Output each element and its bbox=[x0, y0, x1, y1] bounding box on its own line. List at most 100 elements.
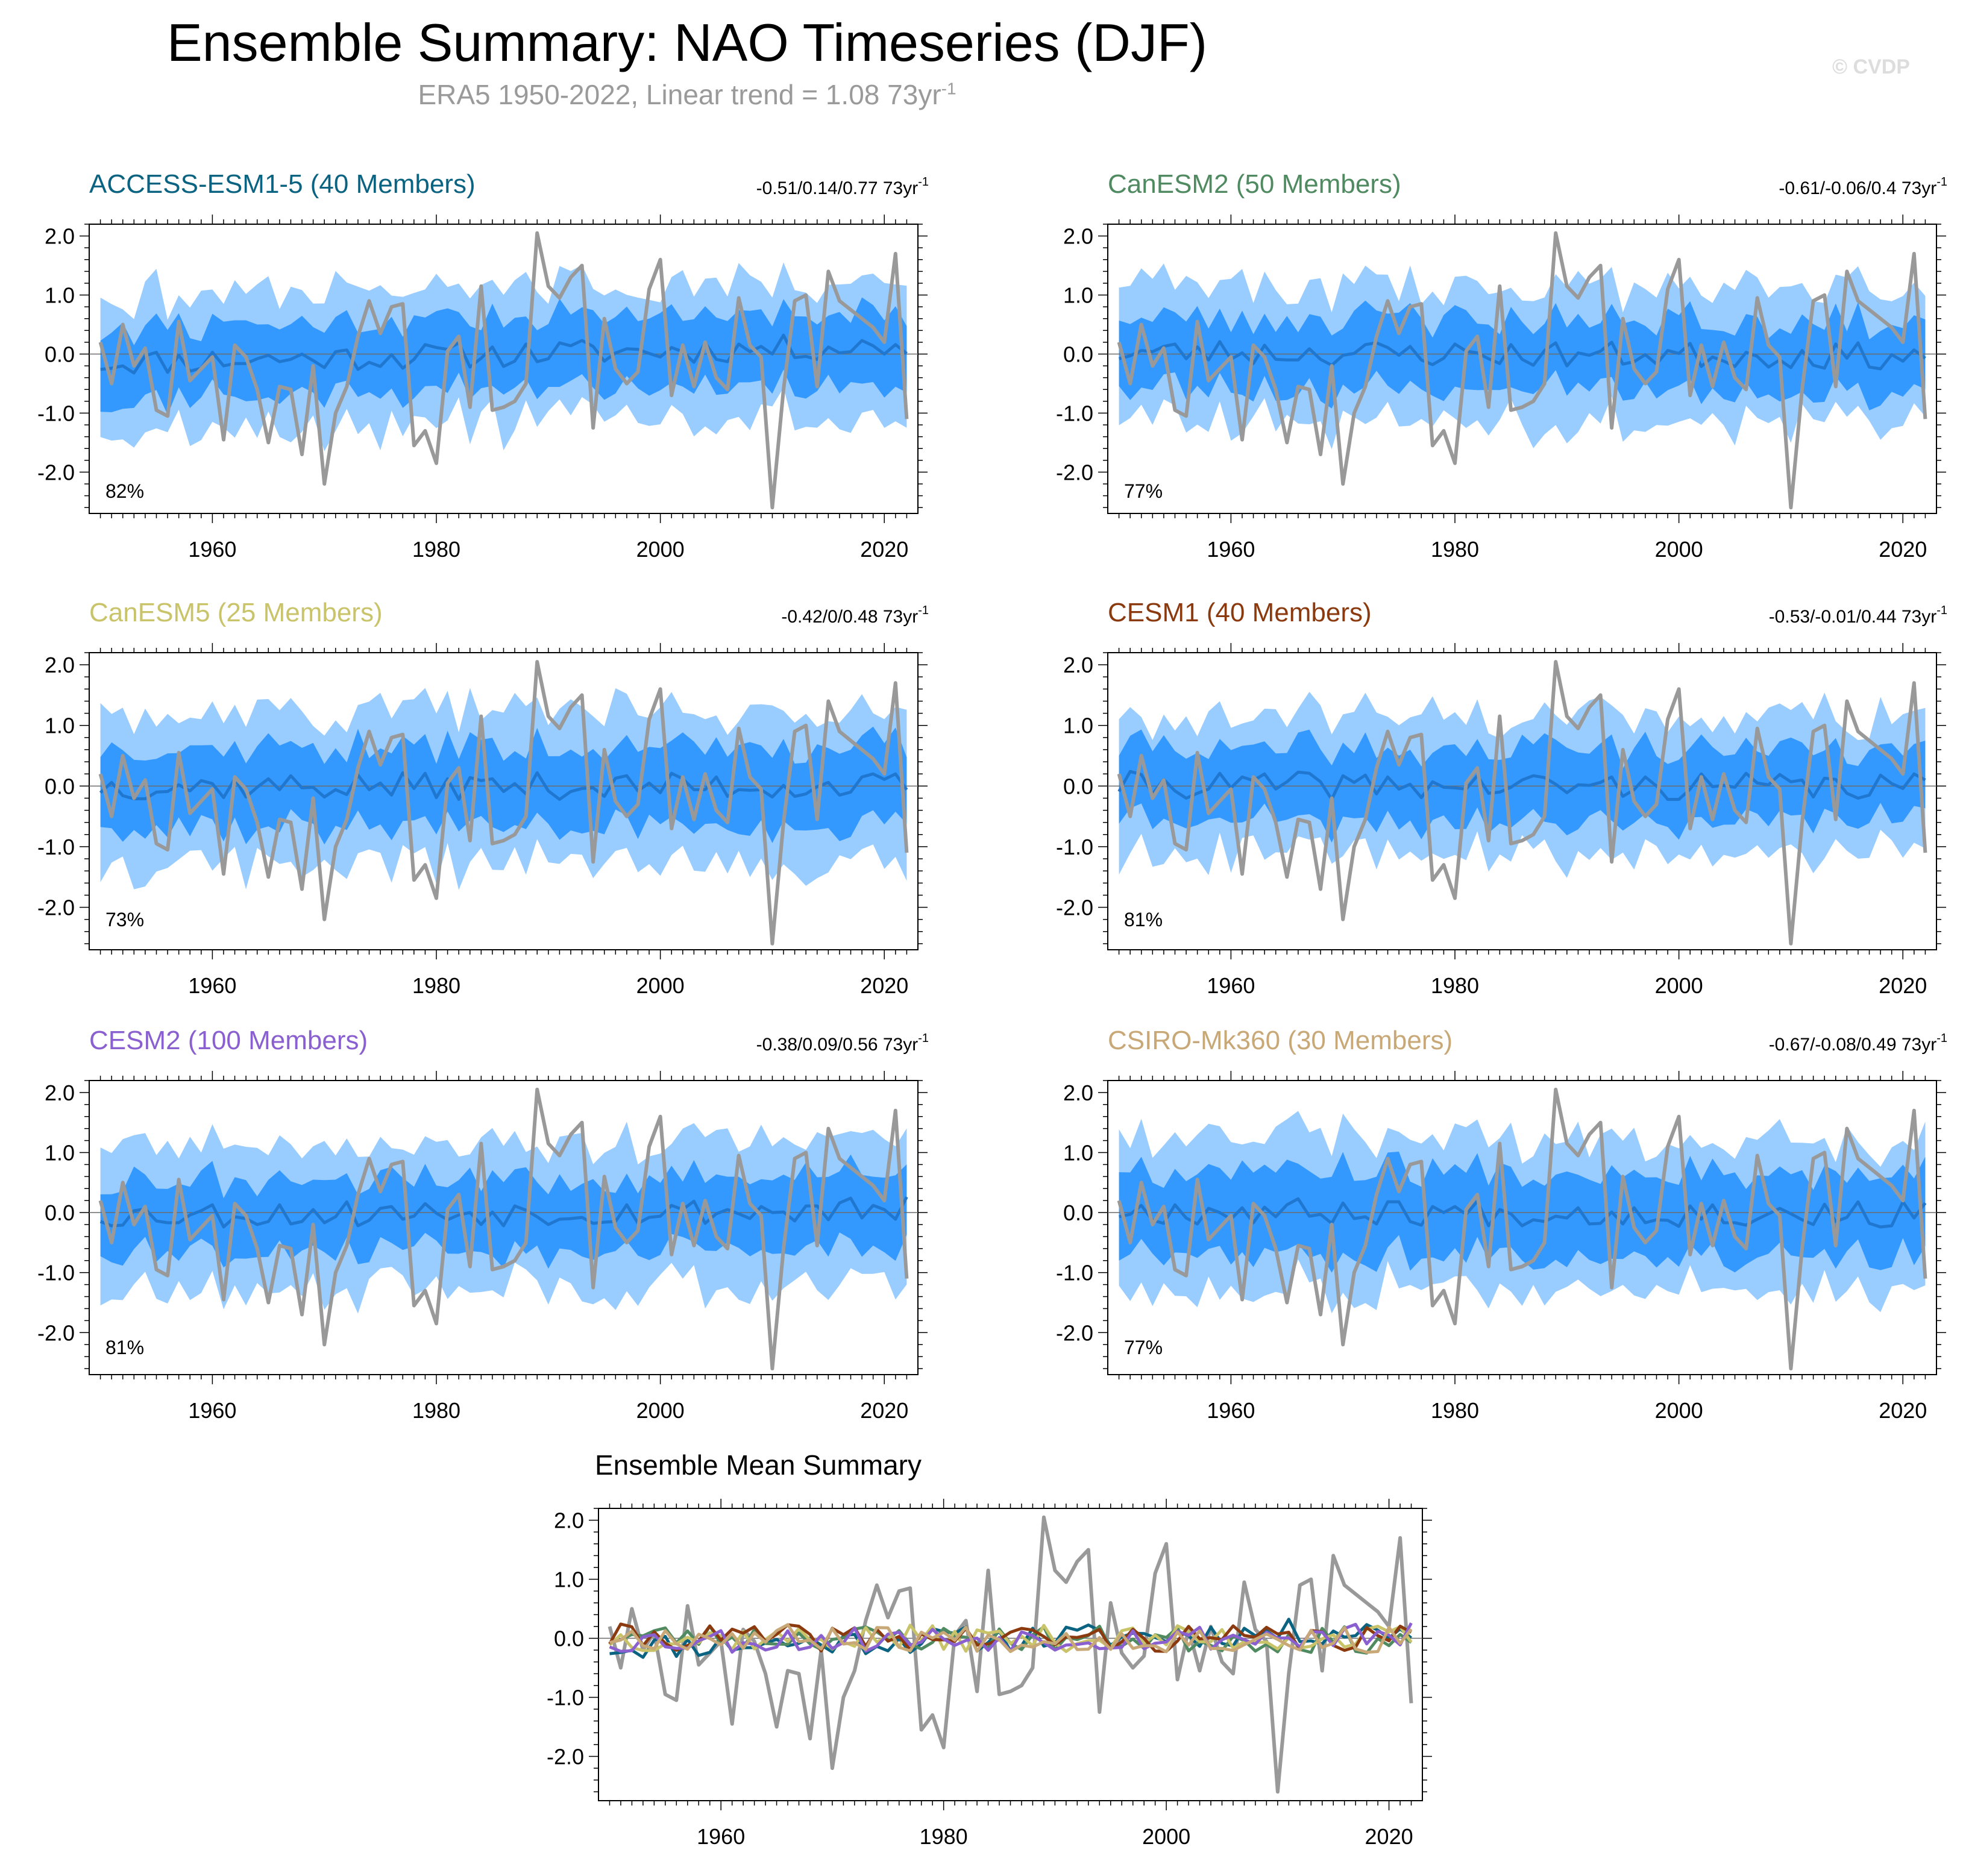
panel-4-xtick-label: 1960 bbox=[1207, 973, 1255, 998]
panel-trend-stats: -0.42/0/0.48 73yr-1 bbox=[781, 604, 929, 627]
panel-5-xtick-label: 2020 bbox=[860, 1398, 908, 1423]
panel-title: CSIRO-Mk360 (30 Members) bbox=[1108, 1026, 1453, 1055]
inner-spread-band bbox=[1119, 300, 1926, 410]
summary-observation-line bbox=[608, 1515, 1413, 1794]
panel-4-xtick-label: 1980 bbox=[1431, 973, 1479, 998]
panel-6-ytick-label: -2.0 bbox=[1056, 1320, 1093, 1345]
panel-1-xtick-label: 2000 bbox=[636, 537, 685, 562]
panel-title: CESM1 (40 Members) bbox=[1108, 598, 1372, 627]
panel-3-ytick-label: 1.0 bbox=[45, 714, 75, 738]
subtitle-superscript: -1 bbox=[941, 79, 956, 98]
inner-spread-band bbox=[100, 726, 907, 845]
summary-xtick-label: 2000 bbox=[1142, 1824, 1190, 1849]
panel-percent-label: 81% bbox=[1124, 909, 1163, 930]
panel-6-xtick-label: 1960 bbox=[1207, 1398, 1255, 1423]
panel-title: CanESM2 (50 Members) bbox=[1108, 169, 1401, 199]
observation-line bbox=[98, 1087, 909, 1370]
panel-1-xtick-label: 2020 bbox=[860, 537, 908, 562]
panel-5-xtick-label: 1980 bbox=[412, 1398, 460, 1423]
summary-series-line bbox=[608, 1622, 1412, 1653]
panel-3-ytick-label: 0.0 bbox=[45, 774, 75, 798]
panel-5-ytick-label: -2.0 bbox=[37, 1320, 75, 1345]
panel-1-ytick-label: -2.0 bbox=[37, 460, 75, 485]
summary-xtick-label: 2020 bbox=[1365, 1824, 1413, 1849]
panel-3-ytick-label: -1.0 bbox=[37, 835, 75, 859]
panel-1-ytick-label: 1.0 bbox=[45, 283, 75, 308]
panel-3: 1960 1980 2000 2020 2.0 1.0 0.0 -1.0 -2.0 CanESM5… bbox=[37, 598, 929, 998]
panel-3-xtick-label: 1980 bbox=[412, 973, 460, 998]
panel-6-ytick-label: -1.0 bbox=[1056, 1261, 1093, 1285]
panel-percent-label: 77% bbox=[1124, 480, 1163, 502]
observation-line bbox=[1117, 660, 1927, 946]
panel-5: 1960 1980 2000 2020 2.0 1.0 0.0 -1.0 -2.0 CESM2 (… bbox=[37, 1026, 929, 1423]
panel-4-ytick-label: -1.0 bbox=[1056, 835, 1093, 859]
ensemble-mean-line bbox=[1119, 1197, 1927, 1229]
panel-6-xtick-label: 1980 bbox=[1431, 1398, 1479, 1423]
cvdp-watermark: © CVDP bbox=[1832, 55, 1910, 78]
panel-trend-stats: -0.61/-0.06/0.4 73yr-1 bbox=[1779, 175, 1947, 198]
panel-4-ytick-label: 1.0 bbox=[1063, 714, 1093, 738]
panel-4-ytick-label: 0.0 bbox=[1063, 774, 1093, 798]
panel-1-xtick-label: 1960 bbox=[188, 537, 236, 562]
panel-title: CanESM5 (25 Members) bbox=[89, 598, 383, 627]
panel-1-ytick-label: 0.0 bbox=[45, 342, 75, 367]
panel-4-xtick-label: 2000 bbox=[1655, 973, 1703, 998]
panel-2-ytick-label: -2.0 bbox=[1056, 460, 1093, 485]
panel-1: 1960 1980 2000 2020 2.0 1.0 0.0 -1.0 -2.0 ACCESS-… bbox=[37, 169, 929, 562]
inner-spread-band bbox=[100, 1154, 907, 1269]
panel-percent-label: 82% bbox=[105, 480, 144, 502]
subtitle-text: ERA5 1950-2022, Linear trend = 1.08 73yr bbox=[418, 79, 941, 110]
panel-6-xtick-label: 2000 bbox=[1655, 1398, 1703, 1423]
panel-2: 1960 1980 2000 2020 2.0 1.0 0.0 -1.0 -2.0 CanESM2… bbox=[1056, 169, 1947, 562]
panel-1-ytick-label: -1.0 bbox=[37, 401, 75, 425]
panel-4-ytick-label: 2.0 bbox=[1063, 653, 1093, 677]
page-title: Ensemble Summary: NAO Timeseries (DJF) bbox=[166, 13, 1208, 72]
panel-percent-label: 81% bbox=[105, 1337, 144, 1358]
summary-ytick-label: 0.0 bbox=[554, 1627, 584, 1651]
summary-xtick-label: 1960 bbox=[697, 1824, 745, 1849]
summary-ytick-label: 2.0 bbox=[554, 1508, 584, 1533]
inner-spread-band bbox=[100, 297, 907, 415]
panel-1-ytick-label: 2.0 bbox=[45, 224, 75, 249]
panel-6-ytick-label: 1.0 bbox=[1063, 1141, 1093, 1165]
summary-series-line bbox=[608, 1623, 1413, 1653]
observation-line bbox=[1117, 231, 1927, 510]
summary-ytick-label: -2.0 bbox=[547, 1745, 584, 1769]
panel-3-xtick-label: 2000 bbox=[636, 973, 685, 998]
panel-5-ytick-label: 1.0 bbox=[45, 1141, 75, 1165]
panel-2-xtick-label: 2000 bbox=[1655, 537, 1703, 562]
summary-ytick-label: 1.0 bbox=[554, 1567, 584, 1592]
observation-line bbox=[1117, 1087, 1927, 1370]
panel-2-xtick-label: 1980 bbox=[1431, 537, 1479, 562]
panel-3-ytick-label: 2.0 bbox=[45, 653, 75, 677]
panel-6-ytick-label: 0.0 bbox=[1063, 1200, 1093, 1225]
ensemble-mean-summary: 1960 1980 2000 2020 2.0 1.0 0.0 -1.0 -2.0 Ensembl… bbox=[547, 1449, 1432, 1849]
panel-4: 1960 1980 2000 2020 2.0 1.0 0.0 -1.0 -2.0 CESM1 (… bbox=[1056, 598, 1947, 998]
panel-2-xtick-label: 1960 bbox=[1207, 537, 1255, 562]
summary-title: Ensemble Mean Summary bbox=[595, 1449, 922, 1481]
panel-2-xtick-label: 2020 bbox=[1879, 537, 1927, 562]
panel-5-xtick-label: 2000 bbox=[636, 1398, 685, 1423]
ensemble-mean-line bbox=[1118, 340, 1926, 371]
observation-line bbox=[98, 231, 909, 510]
panel-4-xtick-label: 2020 bbox=[1879, 973, 1927, 998]
inner-spread-band bbox=[1119, 1152, 1926, 1273]
panel-5-ytick-label: 0.0 bbox=[45, 1200, 75, 1225]
panel-trend-stats: -0.51/0.14/0.77 73yr-1 bbox=[756, 175, 929, 198]
panel-5-ytick-label: -1.0 bbox=[37, 1261, 75, 1285]
panel-2-ytick-label: -1.0 bbox=[1056, 401, 1093, 425]
panel-5-xtick-label: 1960 bbox=[188, 1398, 236, 1423]
panel-3-xtick-label: 2020 bbox=[860, 973, 908, 998]
panel-6: 1960 1980 2000 2020 2.0 1.0 0.0 -1.0 -2.0 CSIRO-M… bbox=[1056, 1026, 1947, 1423]
panel-2-ytick-label: 2.0 bbox=[1063, 224, 1093, 249]
summary-series-line bbox=[609, 1623, 1413, 1654]
panel-title: CESM2 (100 Members) bbox=[89, 1026, 368, 1055]
panel-5-ytick-label: 2.0 bbox=[45, 1081, 75, 1105]
panel-title: ACCESS-ESM1-5 (40 Members) bbox=[89, 169, 476, 199]
summary-xtick-label: 1980 bbox=[920, 1824, 968, 1849]
panel-2-ytick-label: 1.0 bbox=[1063, 283, 1093, 308]
panel-percent-label: 73% bbox=[105, 909, 144, 930]
ensemble-mean-line bbox=[100, 333, 908, 375]
observation-line bbox=[98, 660, 909, 946]
